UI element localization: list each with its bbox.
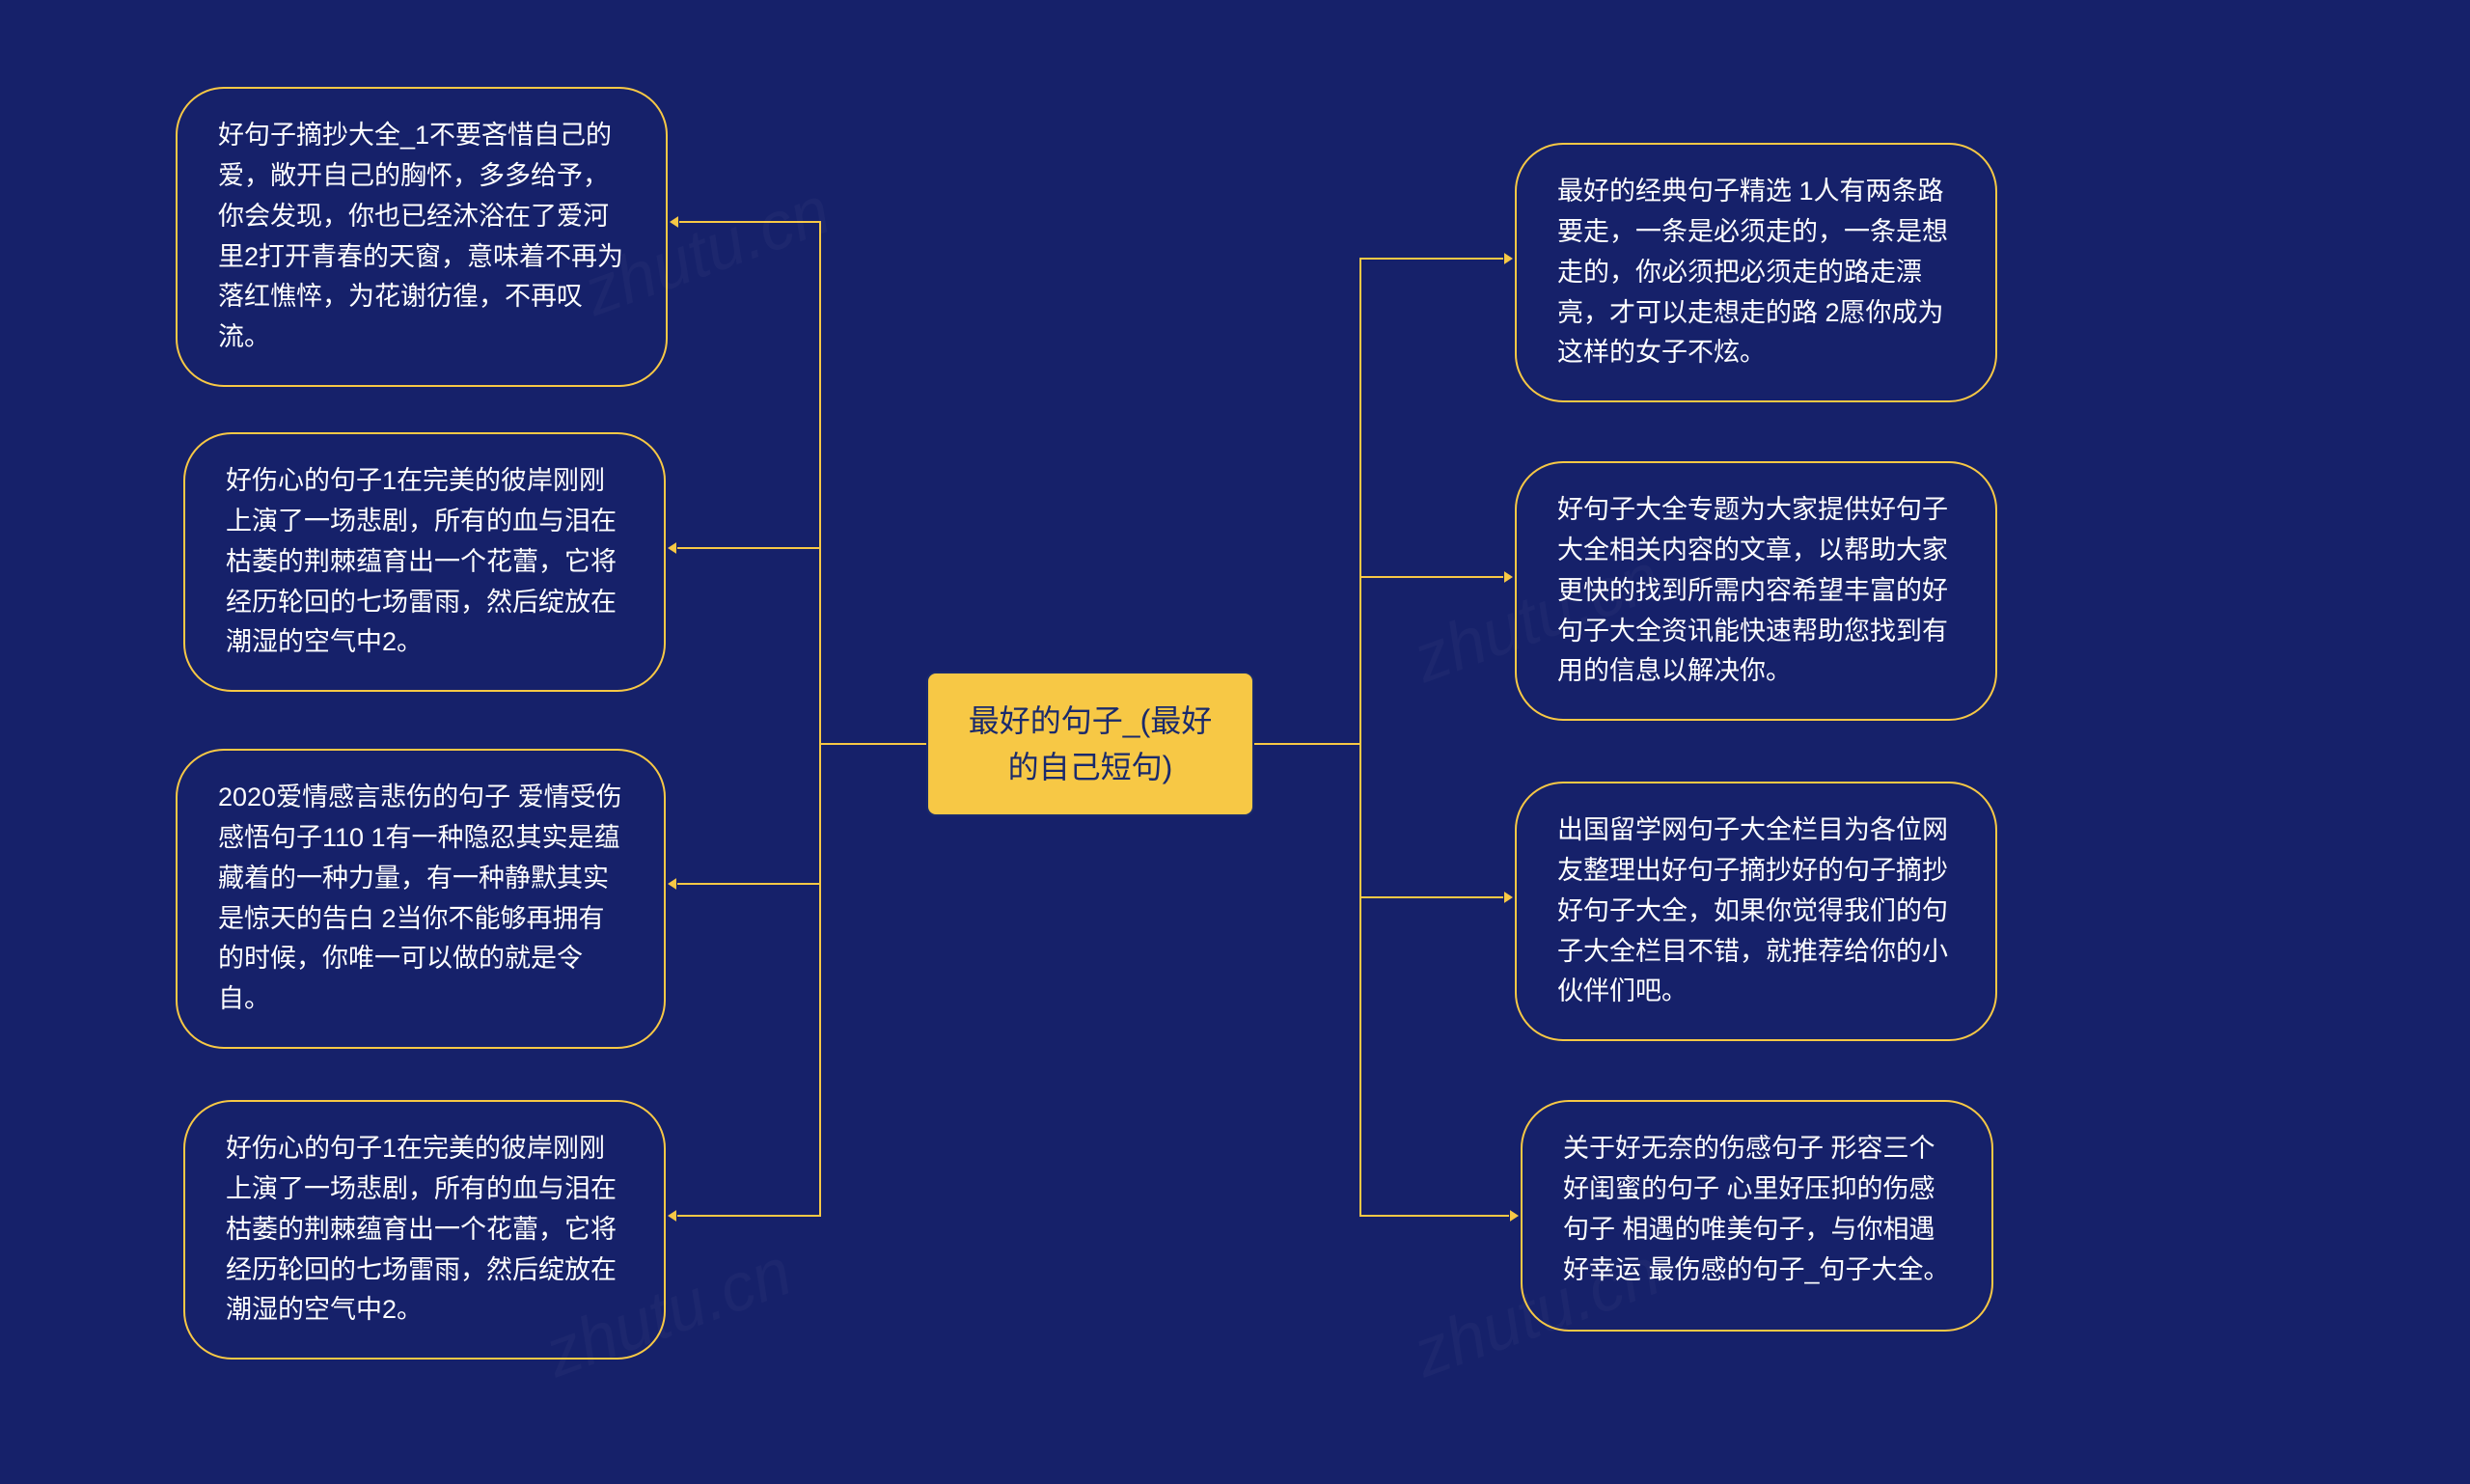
left-node-0: 好句子摘抄大全_1不要吝惜自己的爱，敞开自己的胸怀，多多给予，你会发现，你也已经… (176, 87, 668, 387)
right-node-1: 好句子大全专题为大家提供好句子大全相关内容的文章，以帮助大家更快的找到所需内容希… (1515, 461, 1997, 721)
right-node-1-text: 好句子大全专题为大家提供好句子大全相关内容的文章，以帮助大家更快的找到所需内容希… (1557, 495, 1948, 685)
right-node-2-text: 出国留学网句子大全栏目为各位网友整理出好句子摘抄好的句子摘抄好句子大全，如果你觉… (1557, 815, 1948, 1005)
left-node-0-text: 好句子摘抄大全_1不要吝惜自己的爱，敞开自己的胸怀，多多给予，你会发现，你也已经… (218, 121, 623, 351)
mindmap-canvas: 最好的句子_(最好的自己短句) zhutu.cn zhutu.cn zhutu.… (0, 0, 2470, 1484)
right-node-3-text: 关于好无奈的伤感句子 形容三个好闺蜜的句子 心里好压抑的伤感句子 相遇的唯美句子… (1563, 1134, 1950, 1284)
right-node-0: 最好的经典句子精选 1人有两条路要走，一条是必须走的，一条是想走的，你必须把必须… (1515, 143, 1997, 402)
left-node-3: 好伤心的句子1在完美的彼岸刚刚上演了一场悲剧，所有的血与泪在枯萎的荆棘蕴育出一个… (183, 1100, 666, 1360)
left-node-2-text: 2020爱情感言悲伤的句子 爱情受伤感悟句子110 1有一种隐忍其实是蕴藏着的一… (218, 783, 622, 1013)
right-node-0-text: 最好的经典句子精选 1人有两条路要走，一条是必须走的，一条是想走的，你必须把必须… (1557, 177, 1948, 367)
left-node-1-text: 好伤心的句子1在完美的彼岸刚刚上演了一场悲剧，所有的血与泪在枯萎的荆棘蕴育出一个… (226, 466, 617, 656)
left-node-2: 2020爱情感言悲伤的句子 爱情受伤感悟句子110 1有一种隐忍其实是蕴藏着的一… (176, 749, 666, 1049)
left-node-1: 好伤心的句子1在完美的彼岸刚刚上演了一场悲剧，所有的血与泪在枯萎的荆棘蕴育出一个… (183, 432, 666, 692)
center-node: 最好的句子_(最好的自己短句) (926, 672, 1254, 816)
right-node-3: 关于好无奈的伤感句子 形容三个好闺蜜的句子 心里好压抑的伤感句子 相遇的唯美句子… (1521, 1100, 1993, 1332)
center-node-text: 最好的句子_(最好的自己短句) (961, 698, 1220, 790)
left-node-3-text: 好伤心的句子1在完美的彼岸刚刚上演了一场悲剧，所有的血与泪在枯萎的荆棘蕴育出一个… (226, 1134, 617, 1324)
right-node-2: 出国留学网句子大全栏目为各位网友整理出好句子摘抄好的句子摘抄好句子大全，如果你觉… (1515, 782, 1997, 1041)
